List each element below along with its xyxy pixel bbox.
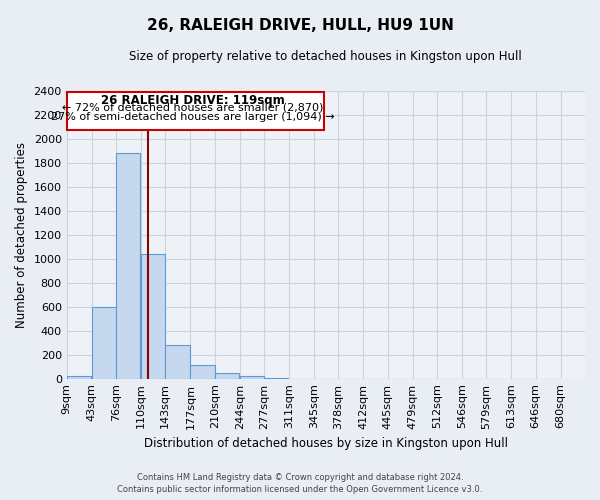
Text: 27% of semi-detached houses are larger (1,094) →: 27% of semi-detached houses are larger (… [51,112,334,122]
FancyBboxPatch shape [67,92,325,130]
Bar [166,345,190,378]
Text: ← 72% of detached houses are smaller (2,870): ← 72% of detached houses are smaller (2,… [62,102,323,113]
Text: Contains HM Land Registry data © Crown copyright and database right 2024.
Contai: Contains HM Land Registry data © Crown c… [118,472,482,494]
Bar [190,365,215,378]
Bar [215,372,239,378]
Y-axis label: Number of detached properties: Number of detached properties [15,142,28,328]
Bar [92,306,116,378]
Title: Size of property relative to detached houses in Kingston upon Hull: Size of property relative to detached ho… [130,50,522,63]
Text: 26, RALEIGH DRIVE, HULL, HU9 1UN: 26, RALEIGH DRIVE, HULL, HU9 1UN [146,18,454,32]
Bar [239,376,264,378]
Bar [116,153,140,378]
X-axis label: Distribution of detached houses by size in Kingston upon Hull: Distribution of detached houses by size … [144,437,508,450]
Text: 26 RALEIGH DRIVE: 119sqm: 26 RALEIGH DRIVE: 119sqm [101,94,284,107]
Bar [141,254,166,378]
Bar [67,376,91,378]
